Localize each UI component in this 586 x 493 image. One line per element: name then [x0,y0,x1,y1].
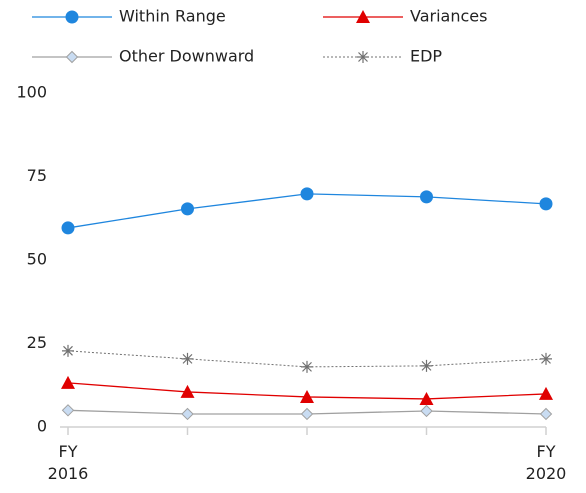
marker [420,404,433,418]
legend-label: EDP [410,47,442,66]
y-tick-label: 50 [27,250,47,269]
marker [181,407,194,421]
marker [61,404,75,417]
marker [539,197,553,211]
y-tick-label: 100 [16,83,47,102]
marker [61,375,75,389]
marker [539,386,553,400]
marker [65,10,79,24]
y-tick-label: 0 [37,417,47,436]
legend-label: Within Range [119,7,226,26]
marker [300,389,314,403]
marker [65,50,79,64]
marker [300,187,314,201]
marker [540,352,552,365]
marker [180,384,195,398]
marker [181,202,194,216]
marker [420,359,433,372]
marker [301,360,313,373]
legend-label: Variances [410,7,487,26]
marker [357,51,369,63]
marker [539,407,553,421]
x-tick-label: FY 2020 [525,442,567,483]
marker [181,352,194,365]
legend-label: Other Downward [119,47,254,66]
marker [300,407,314,421]
marker [62,344,74,357]
y-tick-label: 25 [27,333,47,352]
y-tick-label: 75 [27,166,47,185]
marker [356,10,370,23]
marker [420,190,433,204]
marker [419,391,434,405]
marker [61,221,75,235]
x-tick-label: FY 2016 [47,442,89,483]
